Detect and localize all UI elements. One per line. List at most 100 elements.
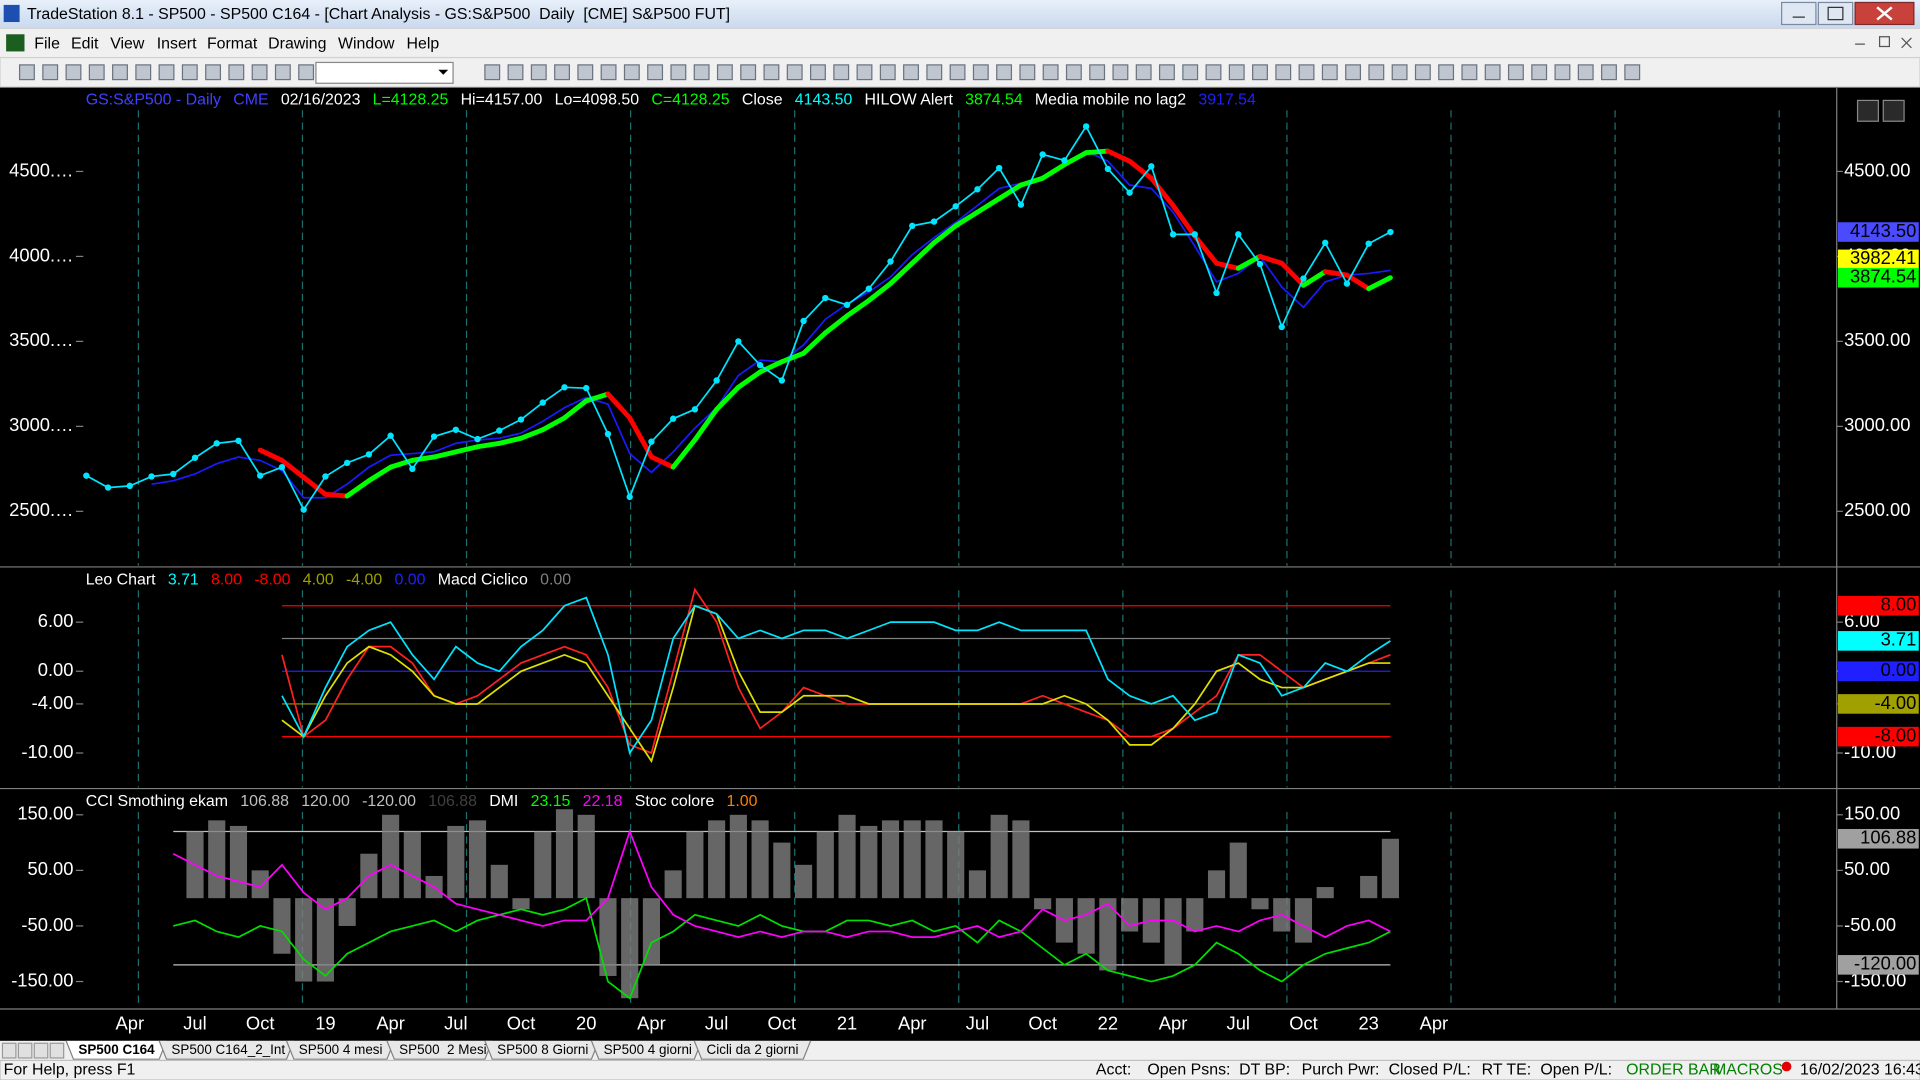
- toolbar-icons: [18, 64, 1641, 81]
- tab-label[interactable]: SP500 4 mesi: [299, 1042, 383, 1057]
- tab-label[interactable]: SP500 4 giorni: [604, 1042, 692, 1057]
- tool-icon[interactable]: [1554, 64, 1571, 81]
- tool-icon[interactable]: [112, 64, 128, 81]
- histogram-bar: [816, 831, 834, 899]
- tool-icon[interactable]: [879, 64, 896, 81]
- tool-icon[interactable]: [1438, 64, 1455, 81]
- tab-scroll[interactable]: [1, 1042, 17, 1059]
- tool-icon[interactable]: [1484, 64, 1501, 81]
- tool-icon[interactable]: [1112, 64, 1129, 81]
- tool-icon[interactable]: [1624, 64, 1641, 81]
- doc-window-buttons[interactable]: [1855, 36, 1912, 49]
- tab-label[interactable]: Cicli da 2 giorni: [707, 1042, 799, 1057]
- tool-icon[interactable]: [1298, 64, 1315, 81]
- menu-item[interactable]: File: [34, 35, 60, 52]
- order-bar[interactable]: ORDER BAR: [1626, 1061, 1721, 1078]
- maximize-button[interactable]: [1817, 1, 1854, 26]
- menu-item[interactable]: Insert: [157, 35, 197, 52]
- tab-label[interactable]: SP500 2 Mesi: [399, 1042, 487, 1057]
- tab-shape[interactable]: [693, 1040, 812, 1060]
- value-flag-label: 0.00: [1881, 659, 1917, 680]
- tool-icon[interactable]: [670, 64, 687, 81]
- tab-scroll[interactable]: [49, 1042, 65, 1059]
- tool-icon[interactable]: [88, 64, 105, 81]
- tool-icon[interactable]: [1368, 64, 1385, 81]
- tool-icon[interactable]: [763, 64, 780, 81]
- tool-icon[interactable]: [274, 64, 291, 81]
- tool-icon[interactable]: [65, 64, 82, 81]
- menu-item[interactable]: Window: [338, 35, 395, 52]
- tool-icon[interactable]: [623, 64, 640, 81]
- tool-icon[interactable]: [949, 64, 966, 81]
- tool-icon[interactable]: [1321, 64, 1338, 81]
- tab-label[interactable]: SP500 C164_2_Int: [171, 1042, 285, 1057]
- tool-icon[interactable]: [856, 64, 873, 81]
- tool-icon[interactable]: [786, 64, 803, 81]
- menu-item[interactable]: Drawing: [268, 35, 326, 52]
- macros[interactable]: MACROS: [1713, 1061, 1783, 1078]
- tool-icon[interactable]: [228, 64, 245, 81]
- tool-icon[interactable]: [1065, 64, 1082, 81]
- tool-icon[interactable]: [1577, 64, 1594, 81]
- tool-icon[interactable]: [507, 64, 524, 81]
- tool-icon[interactable]: [1507, 64, 1524, 81]
- tool-icon[interactable]: [810, 64, 826, 81]
- menu-item[interactable]: View: [110, 35, 145, 52]
- tool-icon[interactable]: [158, 64, 175, 81]
- tool-icon[interactable]: [484, 64, 501, 81]
- tool-icon[interactable]: [1019, 64, 1036, 81]
- value-flag: [1837, 694, 1919, 714]
- tool-icon[interactable]: [18, 64, 35, 81]
- tool-icon[interactable]: [716, 64, 733, 81]
- tool-icon[interactable]: [1182, 64, 1199, 81]
- tool-icon[interactable]: [647, 64, 664, 81]
- tool-icon[interactable]: [1601, 64, 1617, 81]
- tool-icon[interactable]: [740, 64, 757, 81]
- tool-icon[interactable]: [1089, 64, 1106, 81]
- app-icon: [3, 4, 20, 23]
- tool-icon[interactable]: [693, 64, 710, 81]
- tool-icon[interactable]: [996, 64, 1013, 81]
- tool-icon[interactable]: [1531, 64, 1548, 81]
- tool-icon[interactable]: [554, 64, 570, 81]
- tool-icon[interactable]: [1205, 64, 1222, 81]
- tool-icon[interactable]: [298, 64, 315, 81]
- panel-min-button[interactable]: [1856, 99, 1879, 122]
- menu-item[interactable]: Help: [407, 35, 440, 52]
- tool-icon[interactable]: [926, 64, 943, 81]
- minimize-button[interactable]: [1781, 1, 1817, 26]
- tool-icon[interactable]: [903, 64, 919, 81]
- window-button-glyphs: [1792, 6, 1893, 21]
- panel-max-button[interactable]: [1882, 99, 1905, 122]
- symbol-dropdown[interactable]: [315, 61, 454, 84]
- tool-icon[interactable]: [205, 64, 222, 81]
- tab-scroll[interactable]: [33, 1042, 49, 1059]
- tool-icon[interactable]: [1345, 64, 1362, 81]
- tool-icon[interactable]: [1135, 64, 1152, 81]
- menu-item[interactable]: Format: [207, 35, 258, 52]
- tool-icon[interactable]: [1158, 64, 1175, 81]
- tool-icon[interactable]: [600, 64, 617, 81]
- tool-icon[interactable]: [530, 64, 547, 81]
- tool-icon[interactable]: [972, 64, 989, 81]
- status-field: RT TE:: [1482, 1061, 1532, 1078]
- tool-icon[interactable]: [181, 64, 198, 81]
- tool-icon[interactable]: [577, 64, 594, 81]
- tool-icon[interactable]: [1461, 64, 1478, 81]
- tab-label[interactable]: SP500 C164: [78, 1042, 155, 1057]
- tool-icon[interactable]: [833, 64, 850, 81]
- tool-icon[interactable]: [1391, 64, 1408, 81]
- tool-icon[interactable]: [1275, 64, 1292, 81]
- tool-icon[interactable]: [1042, 64, 1059, 81]
- tool-icon[interactable]: [1252, 64, 1268, 81]
- price-dot: [843, 301, 851, 309]
- tab-label[interactable]: SP500 8 Giorni: [497, 1042, 588, 1057]
- menu-item[interactable]: Edit: [71, 35, 99, 52]
- tool-icon[interactable]: [1414, 64, 1431, 81]
- tool-icon[interactable]: [42, 64, 59, 81]
- tool-icon[interactable]: [135, 64, 152, 81]
- tool-icon[interactable]: [251, 64, 268, 81]
- tool-icon[interactable]: [1228, 64, 1245, 81]
- value-flag-label: -4.00: [1874, 692, 1916, 713]
- tab-scroll[interactable]: [17, 1042, 33, 1059]
